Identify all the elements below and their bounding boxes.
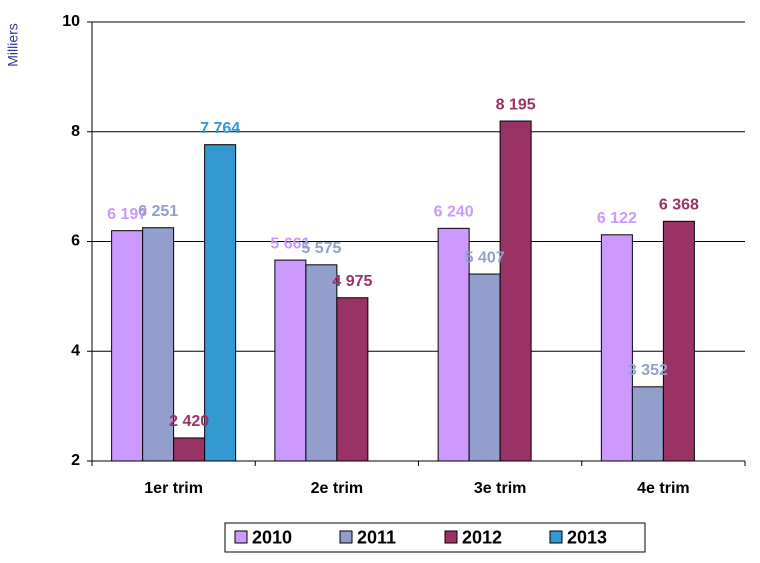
bar [274,259,307,462]
data-label: 4 975 [332,273,372,290]
x-tick-label: 3e trim [474,480,526,497]
data-label: 2 420 [169,413,209,430]
y-tick-label: 2 [71,452,80,469]
data-label: 6 122 [597,210,637,227]
data-label: 5 575 [301,240,341,257]
data-label: 6 368 [659,197,699,214]
bar [305,264,338,462]
bar [336,297,369,462]
legend-swatch [234,530,248,544]
legend-swatch [549,530,563,544]
x-tick-label: 2e trim [311,480,363,497]
y-axis-label: Milliers [5,23,21,67]
x-tick-label: 1er trim [144,480,203,497]
bar [631,386,664,462]
bar [600,234,633,462]
legend-label: 2012 [462,527,502,547]
data-label: 6 251 [138,203,178,220]
bar [662,220,695,462]
y-tick-label: 10 [62,13,80,30]
bar [142,227,175,462]
legend-swatch [444,530,458,544]
data-label: 6 197 [107,206,147,223]
legend-label: 2010 [252,527,292,547]
bar [468,273,501,462]
data-label: 5 661 [270,235,310,252]
y-tick-label: 6 [71,233,80,250]
legend-label: 2011 [357,527,396,547]
y-tick-label: 8 [71,123,80,140]
data-label: 7 764 [200,120,240,137]
data-label: 6 240 [434,204,474,221]
bar [173,437,206,462]
data-label: 5 407 [465,249,505,266]
bar [111,230,144,462]
y-tick-label: 4 [71,342,80,359]
legend [224,522,646,553]
x-tick-label: 4e trim [637,480,689,497]
data-label: 3 352 [628,362,668,379]
legend-swatch [339,530,353,544]
bar [499,120,532,462]
data-label: 8 195 [496,96,536,113]
legend-label: 2013 [567,527,607,547]
bar [204,144,237,462]
